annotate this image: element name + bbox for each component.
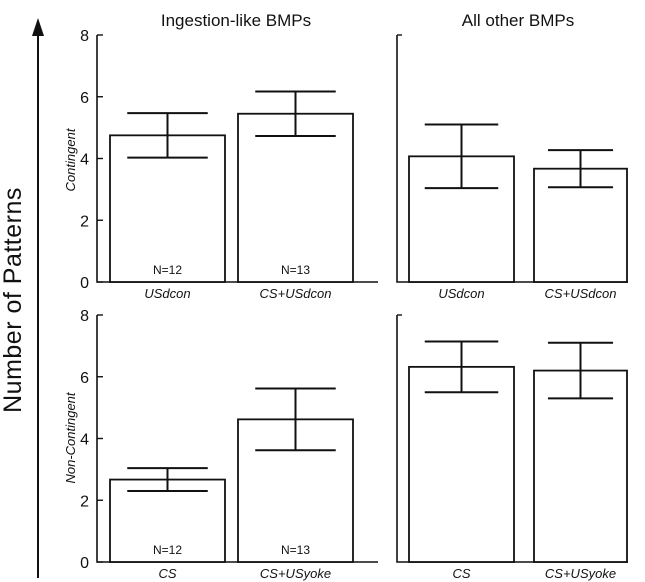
category-label: USdcon	[438, 286, 484, 301]
bar-cs-usyoke	[533, 369, 628, 563]
category-label: CS	[158, 566, 176, 581]
bar-cs	[408, 365, 515, 563]
panels: 0 2 4 6 8 USdcon N=12 CS+USdcon N=13 USdcon CS+USd…	[80, 28, 628, 581]
y-tick-label: 0	[80, 275, 89, 292]
panel-2: USdcon CS+USdcon	[396, 34, 628, 301]
row-label-non-contingent: Non-Contingent	[63, 391, 78, 483]
y-tick-label: 8	[80, 28, 89, 45]
n-label: N=13	[281, 543, 310, 557]
category-label: CS+USyoke	[260, 566, 331, 581]
category-label: CS+USdcon	[260, 286, 332, 301]
category-label: CS	[452, 566, 470, 581]
y-tick-label: 6	[80, 90, 89, 107]
bar-cs	[109, 478, 226, 563]
category-label: CS+USyoke	[545, 566, 616, 581]
y-tick-label: 2	[80, 213, 89, 230]
y-tick-label: 0	[80, 555, 89, 572]
category-label: CS+USdcon	[545, 286, 617, 301]
n-label: N=12	[153, 263, 182, 277]
y-tick-label: 6	[80, 370, 89, 387]
y-tick-label: 8	[80, 308, 89, 325]
n-label: N=12	[153, 543, 182, 557]
panel-4: CS CS+USyoke	[396, 314, 628, 581]
y-axis-title: Number of Patterns	[0, 187, 27, 413]
y-axis-arrow	[32, 18, 44, 578]
column-title-other: All other BMPs	[462, 11, 574, 30]
n-label: N=13	[281, 263, 310, 277]
y-tick-label: 4	[80, 152, 89, 169]
panel-3: 0 2 4 6 8 CS N=12 CS+USyoke N=13	[80, 308, 378, 581]
bar-cs-usdcon	[237, 112, 354, 283]
panel-1: 0 2 4 6 8 USdcon N=12 CS+USdcon N=13	[80, 28, 378, 301]
y-tick-label: 2	[80, 493, 89, 510]
column-title-ingestion: Ingestion-like BMPs	[161, 11, 311, 30]
row-label-contingent: Contingent	[63, 127, 78, 191]
bar-usdcon	[109, 134, 226, 283]
category-label: USdcon	[144, 286, 190, 301]
y-tick-label: 4	[80, 432, 89, 449]
